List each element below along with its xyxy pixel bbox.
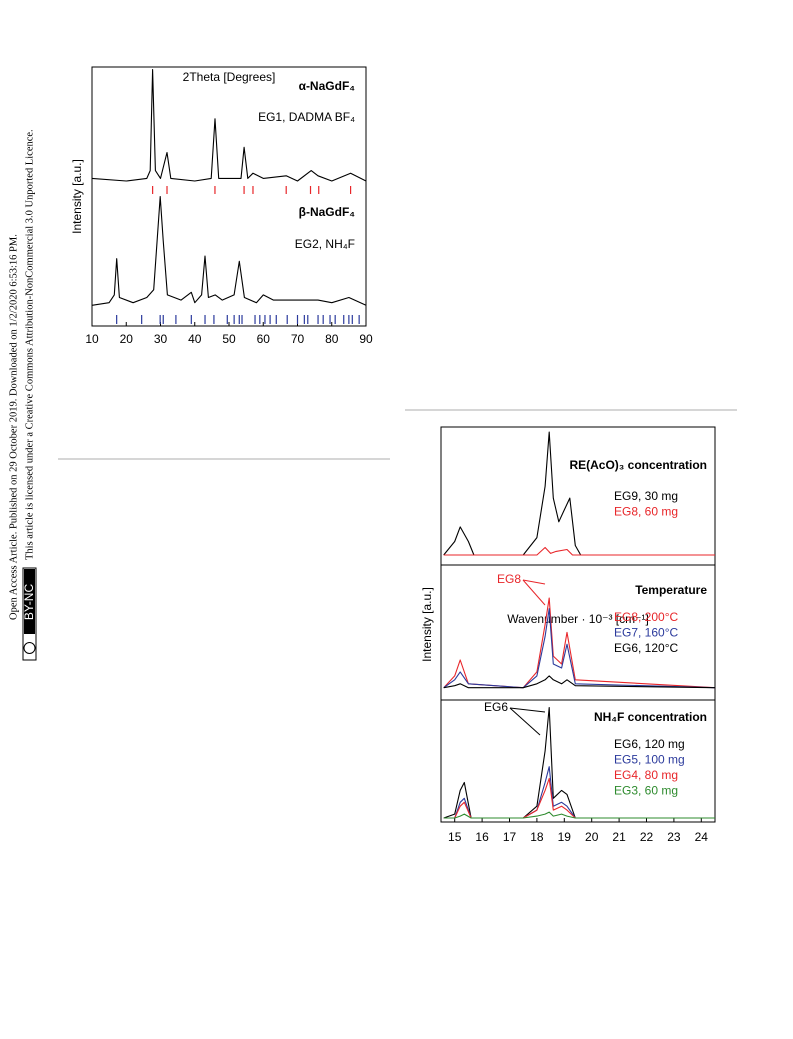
- plot-frame: [440, 426, 716, 823]
- x-tick-label: 21: [612, 830, 626, 844]
- plot-frame: [91, 66, 367, 327]
- panel-title: NH₄F concentration: [594, 710, 707, 724]
- x-axis-label: 2Theta [Degrees]: [183, 70, 276, 84]
- data-line: [91, 195, 367, 306]
- x-axis-label: Wavenumber · 10⁻³ [cm⁻¹]: [507, 612, 649, 626]
- data-line: [443, 766, 715, 819]
- legend-label: EG8, 200°C: [614, 610, 679, 624]
- annotation: EG8: [497, 572, 521, 586]
- data-line: [443, 597, 716, 689]
- x-tick-label: 60: [257, 332, 271, 346]
- data-line: [443, 608, 716, 689]
- x-tick-label: 10: [85, 332, 99, 346]
- data-line: [443, 675, 716, 689]
- legend-label: EG7, 160°C: [614, 626, 679, 640]
- legend-label: EG6, 120°C: [614, 641, 679, 655]
- x-tick-label: 30: [154, 332, 168, 346]
- x-tick-label: 17: [503, 830, 517, 844]
- badge-text: BY-NC: [22, 584, 36, 621]
- data-line: [443, 777, 715, 819]
- x-tick-label: 90: [359, 332, 373, 346]
- legend-label: EG6, 120 mg: [614, 737, 685, 751]
- legend-label: EG3, 60 mg: [614, 784, 678, 798]
- x-tick-label: 40: [188, 332, 202, 346]
- y-axis-label-group: Intensity [a.u.]: [70, 159, 84, 234]
- x-tick-label: 70: [291, 332, 305, 346]
- y-axis-label: Intensity [a.u.]: [70, 159, 84, 234]
- x-tick-label: 18: [530, 830, 544, 844]
- panel-title: Temperature: [635, 583, 707, 597]
- x-tick-label: 50: [222, 332, 236, 346]
- annotation-arrow: [522, 579, 546, 585]
- x-tick-label: 20: [585, 830, 599, 844]
- annotation: EG1, DADMA BF₄: [258, 110, 355, 124]
- badge-icon: [23, 642, 36, 654]
- sidebar-line: Open Access Article. Published on 29 Oct…: [8, 234, 19, 620]
- y-axis-label-group: Intensity [a.u.]: [420, 587, 434, 662]
- legend-label: EG9, 30 mg: [614, 489, 678, 503]
- annotation-arrow: [509, 707, 546, 713]
- annotation-arrow: [522, 579, 546, 606]
- x-tick-label: 19: [558, 830, 572, 844]
- x-tick-label: 80: [325, 332, 339, 346]
- y-axis-label: Intensity [a.u.]: [420, 587, 434, 662]
- sidebar-line: BY-NC This article is licensed under a C…: [22, 129, 37, 661]
- x-tick-label: 24: [695, 830, 709, 844]
- annotation: EG6: [484, 700, 508, 714]
- sidebar-text: This article is licensed under a Creativ…: [24, 129, 35, 560]
- sidebar-text: Open Access Article. Published on 29 Oct…: [8, 234, 19, 620]
- data-line: [91, 69, 367, 182]
- data-line: [443, 431, 715, 556]
- panel-title: α-NaGdF₄: [299, 79, 356, 93]
- panel-title: RE(AcO)₃ concentration: [569, 458, 707, 472]
- data-line: [443, 811, 715, 819]
- legend-label: EG5, 100 mg: [614, 753, 685, 767]
- x-tick-label: 16: [475, 830, 489, 844]
- badge-fill: [24, 569, 35, 634]
- x-tick-label: 20: [120, 332, 134, 346]
- data-line: [443, 706, 715, 819]
- annotation: EG2, NH₄F: [295, 237, 355, 251]
- panel-title: β-NaGdF₄: [299, 205, 356, 219]
- x-tick-label: 23: [667, 830, 681, 844]
- x-tick-label: 15: [448, 830, 462, 844]
- x-tick-label: 22: [640, 830, 654, 844]
- data-line: [443, 546, 715, 556]
- annotation-arrow: [509, 707, 541, 736]
- legend-label: EG4, 80 mg: [614, 768, 678, 782]
- legend-label: EG8, 60 mg: [614, 505, 678, 519]
